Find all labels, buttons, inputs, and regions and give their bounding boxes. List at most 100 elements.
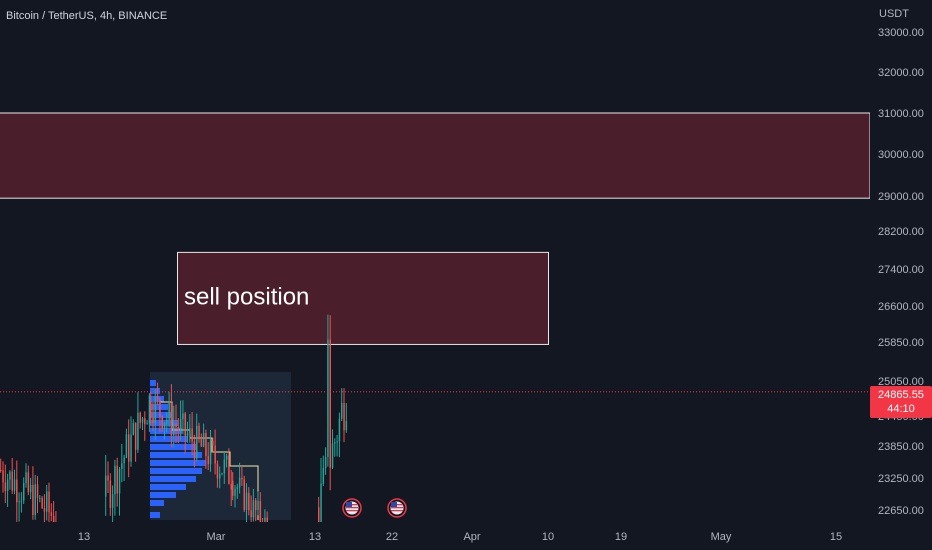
candle-body: [39, 497, 41, 499]
candle-body: [334, 442, 336, 444]
price-axis[interactable]: [870, 0, 932, 522]
candle-body: [139, 412, 141, 423]
candle-body: [221, 473, 223, 475]
candle-body: [29, 484, 32, 493]
candle-body: [329, 339, 331, 468]
volume-profile-bar: [150, 380, 156, 386]
candle-body: [25, 472, 27, 484]
price-tick-label: 23850.00: [878, 441, 924, 453]
candle-body: [130, 434, 132, 462]
candle-body: [238, 477, 241, 488]
volume-profile-bar: [150, 492, 176, 498]
candle-body: [163, 422, 166, 429]
candle-body: [137, 412, 139, 450]
candle-body: [228, 455, 230, 484]
candle-body: [144, 418, 146, 425]
sell-position-box[interactable]: [177, 251, 549, 345]
candle-body: [331, 443, 334, 468]
time-axis[interactable]: [0, 522, 932, 550]
us-flag-event-icon[interactable]: [387, 498, 407, 518]
candle-body: [243, 479, 245, 510]
candle-body: [11, 471, 13, 491]
candle-body: [252, 500, 255, 518]
candle-body: [107, 475, 109, 481]
candle-body: [209, 440, 212, 465]
time-tick-label: 15: [830, 531, 842, 543]
candle-body: [230, 483, 232, 490]
price-tick-label: 25850.00: [878, 337, 924, 349]
us-flag-event-icon[interactable]: [342, 498, 362, 518]
volume-profile-bar: [150, 404, 168, 410]
candle-body: [128, 434, 130, 462]
current-price-value: 24865.55: [878, 389, 924, 401]
candle-body: [9, 471, 11, 480]
candle-body: [191, 428, 193, 442]
candle-body: [170, 403, 173, 436]
time-tick-label: 13: [78, 531, 90, 543]
candle-body: [141, 418, 144, 423]
candle-body: [257, 501, 259, 510]
time-tick-label: 19: [615, 531, 627, 543]
volume-profile-bar: [150, 484, 186, 490]
candle-body: [168, 403, 170, 420]
candle-body: [34, 484, 36, 516]
price-tick-label: 33000.00: [878, 27, 924, 39]
candle-body: [46, 491, 48, 512]
candle-body: [232, 480, 234, 496]
symbol-title: Bitcoin / TetherUS, 4h, BINANCE: [6, 10, 168, 22]
candle-body: [219, 474, 221, 479]
candle-body: [266, 517, 268, 526]
price-tick-label: 29000.00: [878, 191, 924, 203]
price-tick-label: 27400.00: [878, 264, 924, 276]
candle-body: [148, 395, 151, 424]
candle-body: [216, 463, 219, 479]
candle-body: [336, 441, 338, 443]
volume-profile-bar: [150, 468, 202, 474]
candle-body: [50, 512, 53, 516]
candle-body: [189, 428, 191, 434]
time-tick-label: 13: [309, 531, 321, 543]
candle-body: [212, 440, 214, 446]
volume-profile-bar: [150, 476, 196, 482]
candle-body: [214, 445, 216, 464]
candle-body: [32, 484, 34, 516]
candle-body: [318, 507, 320, 528]
candle-body: [2, 470, 4, 483]
candle-body: [4, 482, 7, 492]
candle-body: [154, 396, 157, 424]
candle-body: [159, 399, 161, 417]
candle-body: [161, 416, 163, 429]
candle-body: [152, 417, 154, 424]
price-tick-label: 32000.00: [878, 67, 924, 79]
candle-body: [132, 422, 135, 435]
candle-body: [225, 455, 228, 460]
candle-body: [200, 439, 203, 447]
candle-body: [6, 479, 9, 492]
candle-body: [134, 422, 137, 450]
time-tick-label: 22: [386, 531, 398, 543]
price-tick-label: 25050.00: [878, 376, 924, 388]
candle-body: [223, 459, 226, 474]
candle-body: [198, 425, 200, 440]
candle-body: [109, 480, 112, 508]
volume-profile-bar: [150, 452, 202, 458]
candle-body: [177, 426, 180, 431]
candle-body: [52, 515, 55, 527]
candle-body: [166, 419, 168, 423]
candle-body: [125, 434, 128, 458]
candle-body: [184, 413, 186, 436]
candle-body: [146, 423, 148, 425]
resistance-zone[interactable]: [0, 112, 871, 199]
time-tick-label: Apr: [463, 531, 480, 543]
candle-body: [36, 484, 39, 498]
candle-body: [13, 479, 16, 491]
candle-body: [202, 432, 205, 447]
candle-body: [341, 403, 343, 419]
candle-body: [234, 488, 236, 496]
candle-body: [20, 500, 23, 502]
price-tick-label: 31000.00: [878, 108, 924, 120]
candle-body: [205, 432, 207, 457]
candle-body: [41, 497, 43, 509]
volume-profile-bar: [150, 412, 172, 418]
